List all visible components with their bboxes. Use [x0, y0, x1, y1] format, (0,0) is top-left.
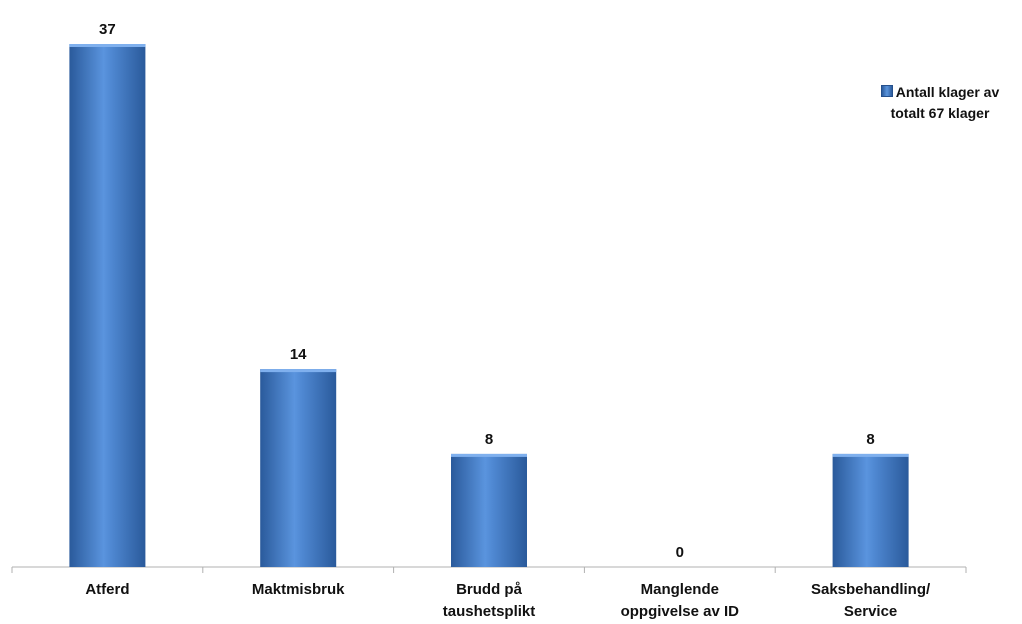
category-labels-group: Atferd Maktmisbruk Brudd på taushetsplikt Ma…	[85, 581, 931, 620]
category-label: Brudd på taushetsplikt	[443, 581, 536, 620]
bar-top-highlight	[451, 453, 527, 457]
data-label: 37	[99, 21, 116, 38]
bar-top-highlight	[832, 453, 909, 457]
data-label: 8	[866, 431, 874, 448]
bar	[832, 453, 909, 567]
data-label: 8	[485, 431, 493, 448]
data-label: 14	[290, 346, 307, 363]
bar	[260, 369, 337, 567]
legend-label: Antall klager av totalt 67 klager	[890, 84, 1000, 121]
bar-top-highlight	[260, 369, 337, 373]
bar	[69, 44, 146, 567]
legend: Antall klager av totalt 67 klager	[858, 82, 1022, 124]
data-labels-group: 37 14 8 0 8	[99, 21, 875, 561]
data-label: 0	[676, 544, 684, 561]
legend-swatch	[880, 85, 893, 97]
category-label: Manglende oppgivelse av ID	[621, 581, 740, 620]
category-label: Maktmisbruk	[252, 581, 345, 598]
x-axis-ticks	[11, 567, 967, 573]
bar	[451, 453, 527, 567]
category-label: Saksbehandling/Service	[811, 581, 931, 620]
category-label: Atferd	[85, 581, 129, 598]
bar-top-highlight	[69, 44, 146, 47]
bars-group	[69, 44, 909, 567]
